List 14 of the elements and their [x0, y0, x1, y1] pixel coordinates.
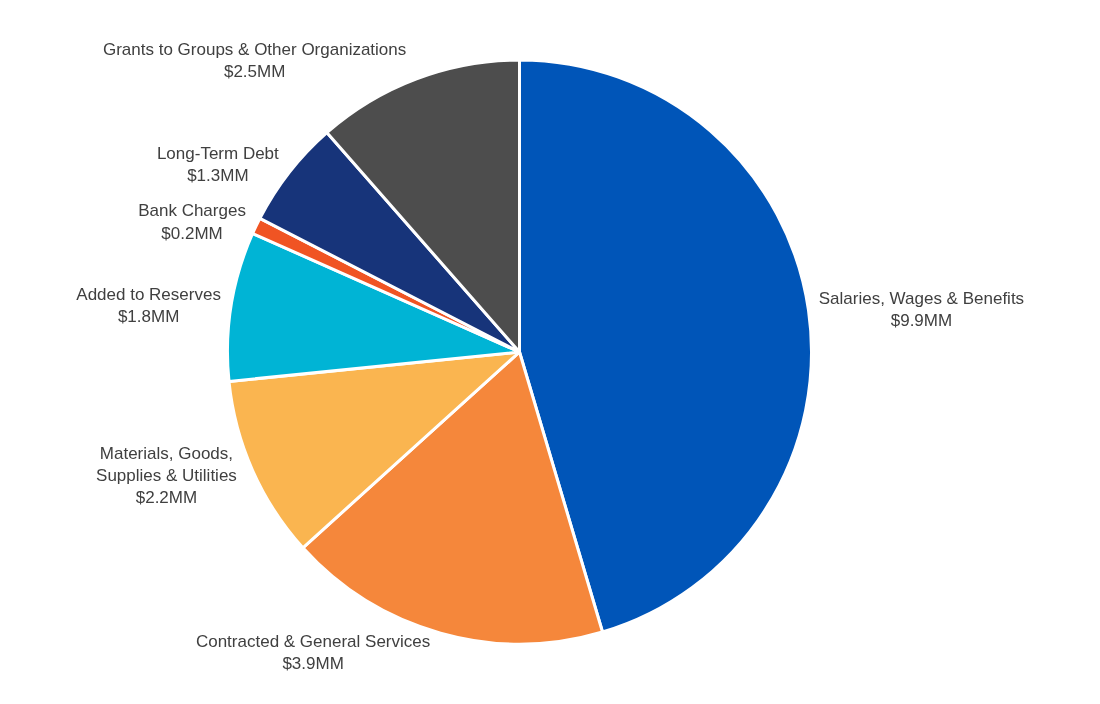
data-label: $0.2MM [161, 223, 223, 243]
data-label: $1.8MM [117, 306, 180, 326]
data-label: $2.5MM [223, 62, 286, 82]
data-label: $1.3MM [187, 166, 249, 186]
slice-label: Bank Charges [138, 201, 246, 221]
slice-label: Added to Reserves [76, 284, 221, 304]
slice-label: Salaries, Wages & Benefits [818, 289, 1025, 309]
data-label: $3.9MM [282, 653, 344, 673]
data-label: $9.9MM [890, 311, 953, 331]
data-label: $2.2MM [135, 488, 198, 508]
slice-label: Contracted & General Services [195, 631, 431, 651]
slice-label: Long-Term Debt [156, 143, 280, 163]
slice-label: Grants to Groups & Other Organizations [102, 40, 407, 60]
slice-label: Materials, Goods, Supplies & Utilities [96, 444, 237, 486]
